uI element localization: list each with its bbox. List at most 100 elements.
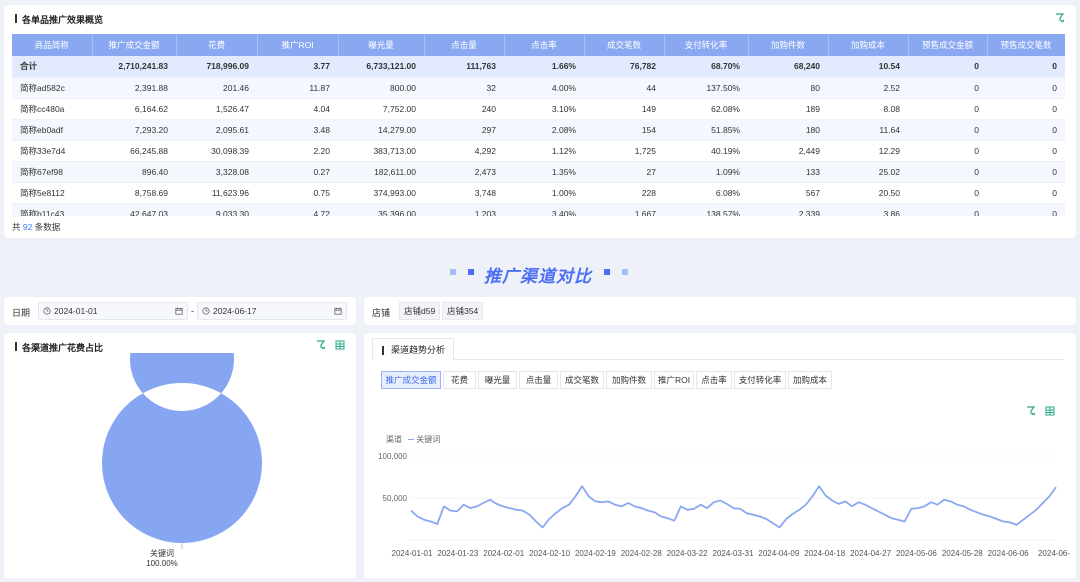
table-cell: 0 — [908, 140, 987, 162]
tab-channel-trend[interactable]: 渠道趋势分析 — [372, 338, 454, 360]
x-tick-label: 2024-02-01 — [483, 549, 524, 558]
table-row[interactable]: 简称33e7d4 66,245.88 30,098.39 2.20 383,713.00… — [12, 140, 1065, 162]
legend-item[interactable]: 关键词 — [408, 434, 440, 445]
table-cell: 383,713.00 — [338, 140, 424, 162]
table-cell: 40.19% — [664, 140, 748, 162]
table-cell: 137.50% — [664, 77, 748, 99]
table-cell: 1,203 — [424, 203, 504, 216]
table-cell: 简称67ef98 — [12, 161, 92, 183]
table-cell: 6,733,121.00 — [338, 56, 424, 78]
table-cell: 189 — [748, 98, 828, 120]
record-count: 共 92 条数据 — [12, 221, 60, 233]
table-cell: 68,240 — [748, 56, 828, 78]
table-row[interactable]: 简称ad582c 2,391.88 201.46 11.87 800.00 32 4.00%… — [12, 77, 1065, 99]
x-tick-label: 2024-02-19 — [575, 549, 616, 558]
clock-icon — [43, 307, 51, 315]
table-cell: 1.35% — [504, 161, 584, 183]
date-end-input[interactable]: 2024-06-17 — [197, 302, 347, 320]
table-row[interactable]: 简称eb0adf 7,293.20 2,095.61 3.48 14,279.00 297… — [12, 119, 1065, 141]
date-start-input[interactable]: 2024-01-01 — [38, 302, 188, 320]
column-header[interactable]: 点击率 — [504, 34, 585, 56]
table-cell: 1,526.47 — [176, 98, 257, 120]
table-cell: 4.00% — [504, 77, 584, 99]
table-cell: 1.09% — [664, 161, 748, 183]
metric-button[interactable]: 支付转化率 — [734, 371, 786, 389]
table-row[interactable]: 简称b11c43 42,647.03 9,033.30 4.72 35,396.00 1,… — [12, 203, 1065, 216]
table-cell: 2.52 — [828, 77, 908, 99]
overview-title: 各单品推广效果概览 — [14, 14, 104, 25]
column-header[interactable]: 商品简称 — [12, 34, 93, 56]
column-header[interactable]: 曝光量 — [338, 34, 425, 56]
x-tick-label: 2024-06- — [1038, 549, 1070, 558]
x-tick-label: 2024-04-09 — [758, 549, 799, 558]
x-tick-label: 2024-02-10 — [529, 549, 570, 558]
column-header[interactable]: 推广成交金额 — [92, 34, 177, 56]
column-header[interactable]: 支付转化率 — [664, 34, 749, 56]
metric-button[interactable]: 点击量 — [519, 371, 558, 389]
column-header[interactable]: 推广ROI — [257, 34, 339, 56]
record-count-number: 92 — [22, 222, 33, 232]
metric-button[interactable]: 曝光量 — [478, 371, 517, 389]
table-cell: 201.46 — [176, 77, 257, 99]
table-view-icon[interactable] — [1045, 406, 1055, 416]
table-row[interactable]: 简称67ef98 896.40 3,328.08 0.27 182,611.00 2,47… — [12, 161, 1065, 183]
column-header[interactable]: 点击量 — [424, 34, 505, 56]
table-cell: 0 — [908, 56, 987, 78]
filter-icon[interactable] — [1055, 13, 1065, 23]
table-cell: 896.40 — [92, 161, 176, 183]
calendar-icon[interactable] — [175, 307, 183, 315]
table-cell: 228 — [584, 182, 664, 204]
table-cell: 1.66% — [504, 56, 584, 78]
table-cell: 11,623.96 — [176, 182, 257, 204]
table-cell: 3,748 — [424, 182, 504, 204]
store-chip-1[interactable]: 店铺d59 — [399, 302, 441, 320]
table-row[interactable]: 简称cc480a 6,164.62 1,526.47 4.04 7,752.00 240 3… — [12, 98, 1065, 120]
store-chip-2[interactable]: 店铺354 — [442, 302, 484, 320]
table-cell: 简称5e8112 — [12, 182, 92, 204]
table-cell: 简称ad582c — [12, 77, 92, 99]
metric-button[interactable]: 花费 — [443, 371, 476, 389]
table-cell: 35,396.00 — [338, 203, 424, 216]
table-cell: 62.08% — [664, 98, 748, 120]
table-cell: 简称eb0adf — [12, 119, 92, 141]
column-header[interactable]: 花费 — [176, 34, 258, 56]
x-tick-label: 2024-05-06 — [896, 549, 937, 558]
table-cell: 30,098.39 — [176, 140, 257, 162]
metric-button[interactable]: 推广成交金额 — [381, 371, 441, 389]
metric-button[interactable]: 加购成本 — [788, 371, 832, 389]
metric-button[interactable]: 加购件数 — [606, 371, 652, 389]
table-cell: 51.85% — [664, 119, 748, 141]
table-cell: 6.08% — [664, 182, 748, 204]
column-header[interactable]: 预售成交金额 — [908, 34, 988, 56]
table-cell: 0 — [987, 119, 1065, 141]
table-cell: 简称33e7d4 — [12, 140, 92, 162]
record-count-suffix: 条数据 — [34, 222, 61, 232]
table-cell: 44 — [584, 77, 664, 99]
date-end-value: 2024-06-17 — [213, 306, 257, 316]
calendar-icon[interactable] — [334, 307, 342, 315]
table-cell: 27 — [584, 161, 664, 183]
series-line-keyword[interactable] — [410, 485, 1057, 529]
total-row[interactable]: 合计 2,710,241.83 718,996.09 3.77 6,733,121.00… — [12, 56, 1065, 78]
table-view-icon[interactable] — [335, 340, 345, 350]
column-header[interactable]: 预售成交笔数 — [987, 34, 1065, 56]
pie-slice[interactable] — [101, 353, 262, 543]
x-tick-label: 2024-04-27 — [850, 549, 891, 558]
overview-table-wrap[interactable]: 商品简称 推广成交金额 花费 推广ROI 曝光量 点击量 点击率 成交笔数 支付转化率 加购件数加… — [12, 34, 1065, 216]
metric-button[interactable]: 点击率 — [696, 371, 732, 389]
table-cell: 3.86 — [828, 203, 908, 216]
column-header[interactable]: 加购成本 — [828, 34, 909, 56]
table-row[interactable]: 简称5e8112 8,758.69 11,623.96 0.75 374,993.00 3… — [12, 182, 1065, 204]
metric-button[interactable]: 推广ROI — [654, 371, 694, 389]
column-header[interactable]: 成交笔数 — [584, 34, 665, 56]
x-tick-label: 2024-01-01 — [392, 549, 433, 558]
table-cell: 297 — [424, 119, 504, 141]
banner-deco-right-1 — [604, 269, 610, 275]
filter-icon[interactable] — [316, 340, 326, 350]
table-cell: 0 — [987, 203, 1065, 216]
column-header[interactable]: 加购件数 — [748, 34, 829, 56]
filter-icon[interactable] — [1026, 406, 1036, 416]
table-cell: 11.87 — [257, 77, 338, 99]
pie-slice-percent: 100.00% — [146, 559, 178, 568]
metric-button[interactable]: 成交笔数 — [560, 371, 604, 389]
